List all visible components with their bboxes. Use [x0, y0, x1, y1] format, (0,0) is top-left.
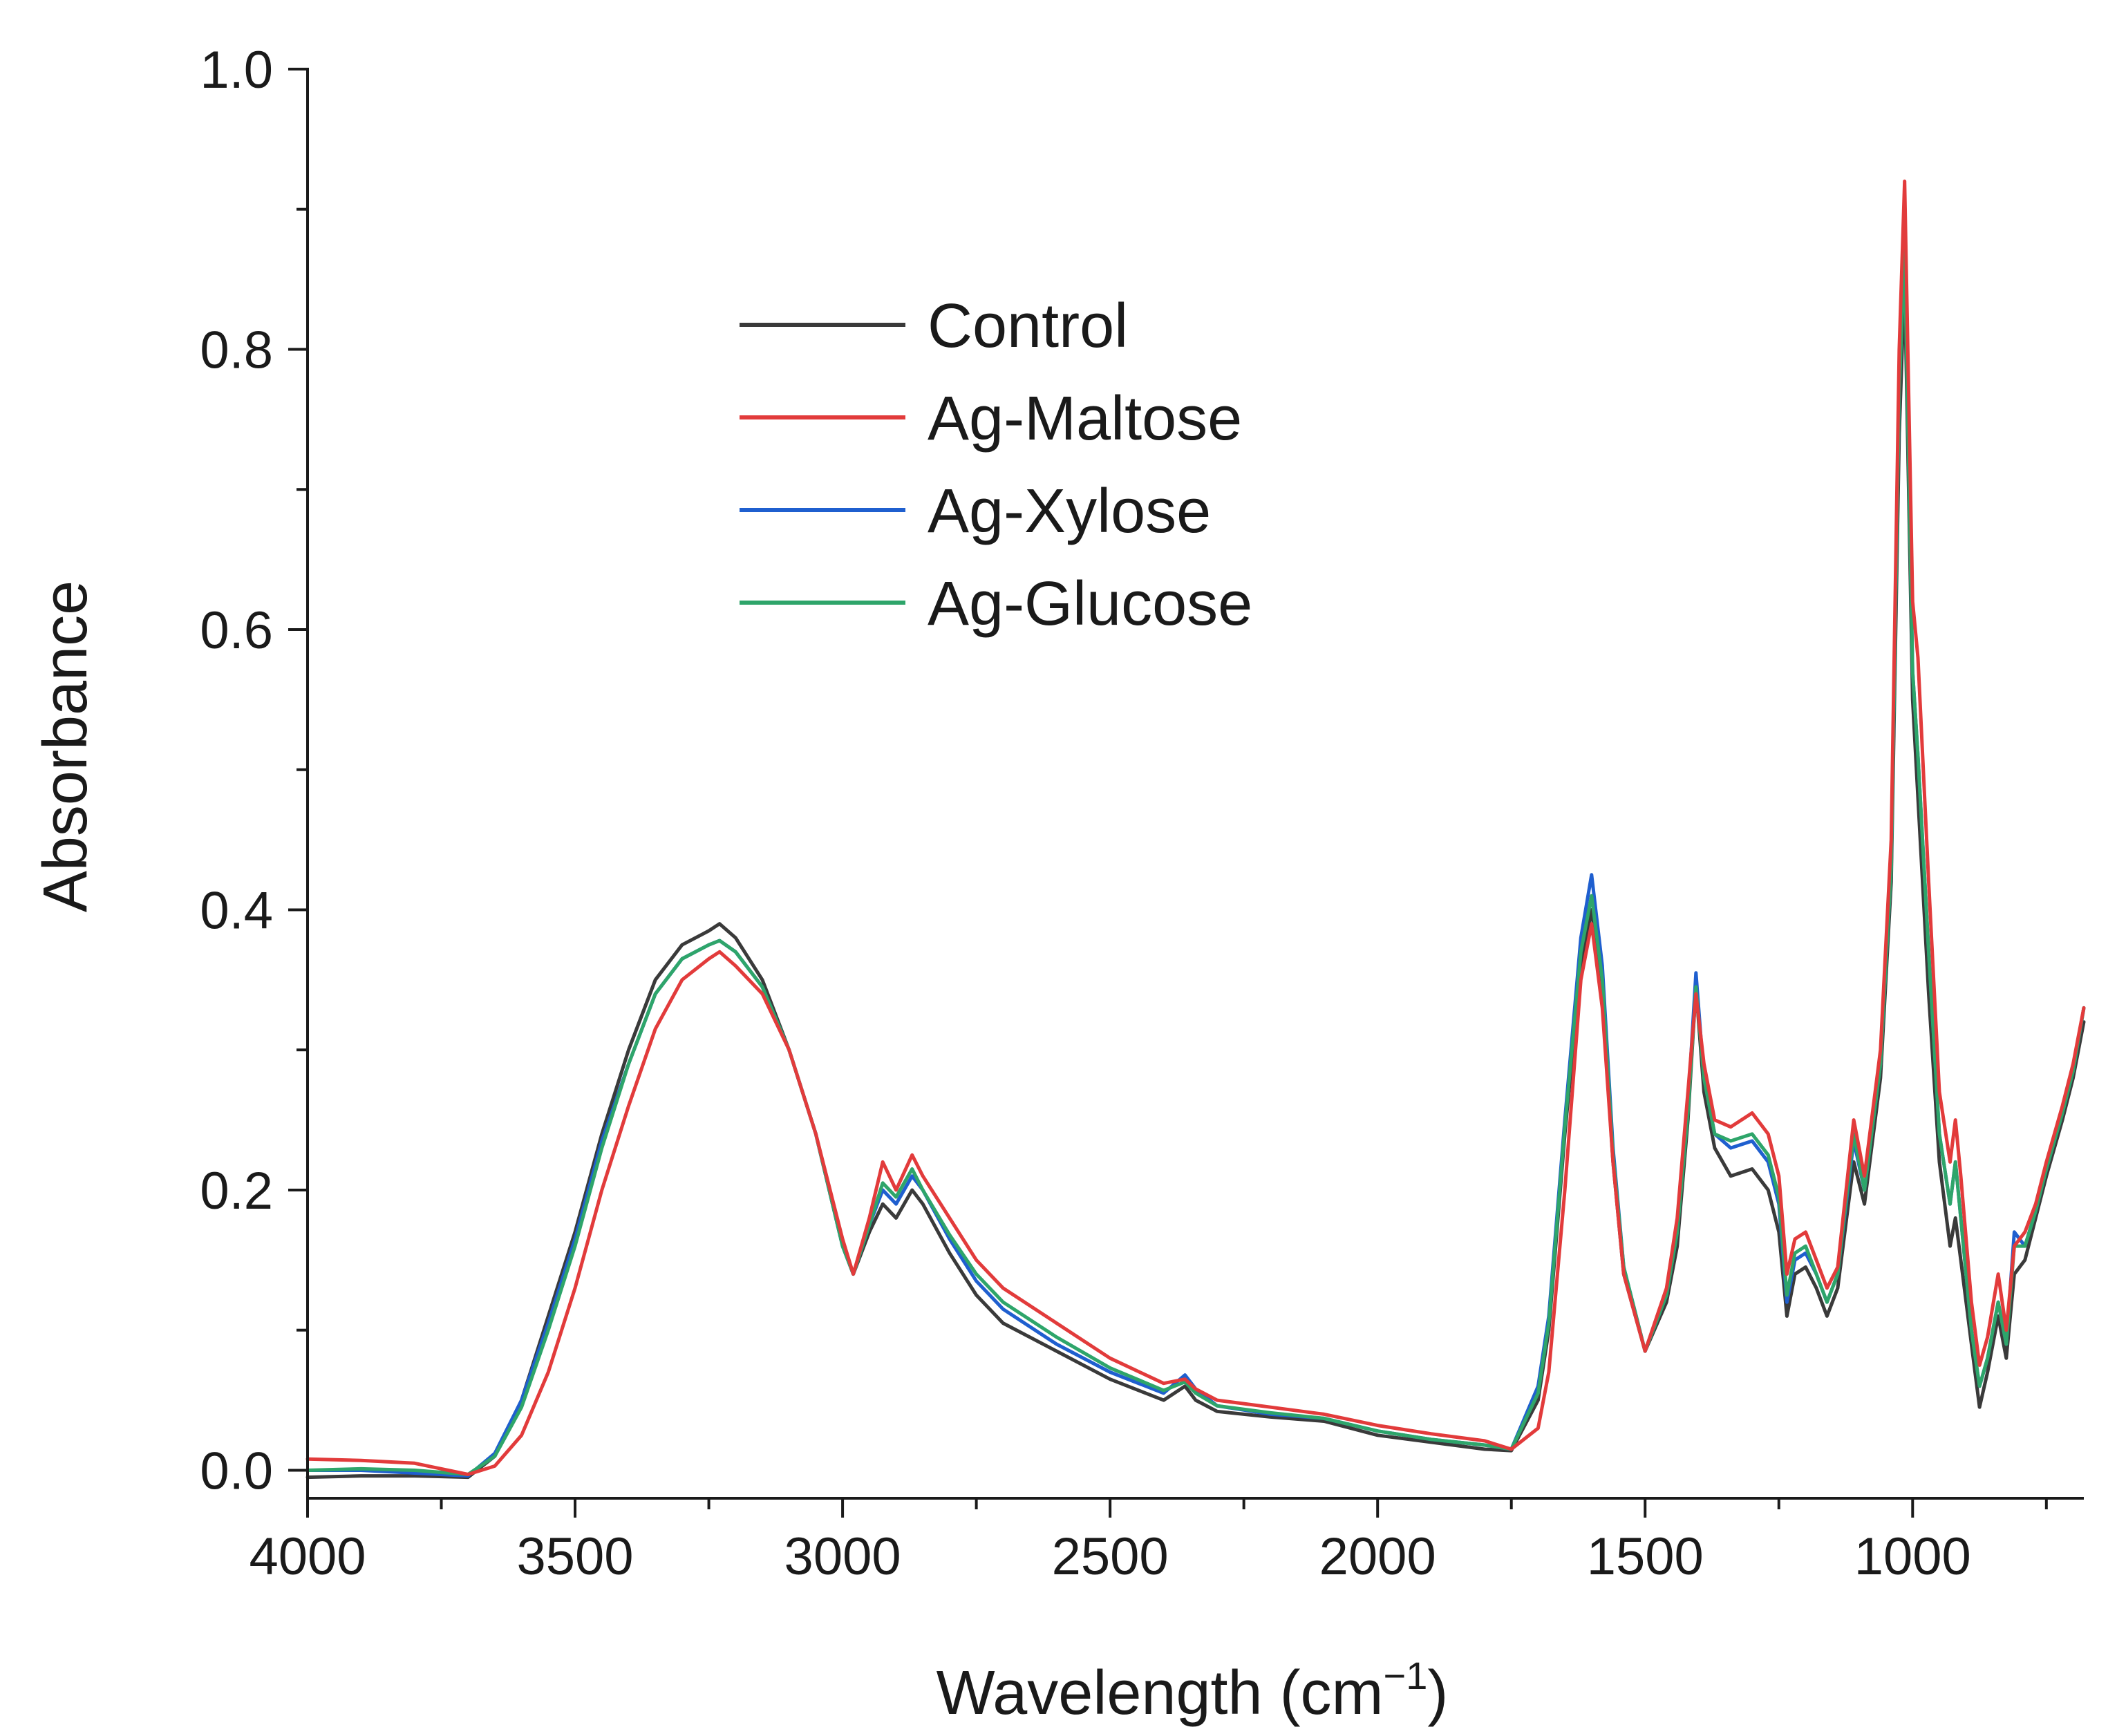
- legend-label-ag-maltose: Ag-Maltose: [928, 384, 1242, 453]
- x-tick-label: 1000: [1854, 1527, 1971, 1586]
- y-tick-label: 1.0: [200, 41, 273, 100]
- x-tick-label: 3000: [784, 1527, 901, 1586]
- series-line-control: [305, 277, 2086, 1480]
- legend-label-control: Control: [928, 292, 1128, 361]
- y-tick-label: 0.2: [200, 1162, 273, 1220]
- x-tick-label: 1500: [1587, 1527, 1704, 1586]
- axes: [306, 68, 2084, 1500]
- x-tick-label: 2000: [1319, 1527, 1436, 1586]
- legend: Control Ag-Maltose Ag-Xylose Ag-Glucose: [740, 292, 1252, 639]
- legend-label-ag-glucose: Ag-Glucose: [928, 569, 1252, 639]
- x-axis-title-main: Wavelength (cm: [937, 1659, 1384, 1728]
- x-tick-label: 2500: [1052, 1527, 1169, 1586]
- y-tick-label: 0.0: [200, 1442, 273, 1500]
- y-axis-ticks: 0.0 0.2 0.4 0.6 0.8 1.0: [200, 41, 308, 1500]
- series-line-ag-glucose: [305, 249, 2086, 1476]
- x-axis-ticks: 4000 3500 3000 2500 2000 1500 1000: [249, 1498, 2048, 1586]
- x-tick-label: 3500: [517, 1527, 634, 1586]
- y-tick-label: 0.6: [200, 601, 273, 660]
- x-axis-title: Wavelength (cm−1): [937, 1654, 1449, 1728]
- legend-label-ag-xylose: Ag-Xylose: [928, 477, 1211, 546]
- y-tick-label: 0.8: [200, 321, 273, 379]
- plot-lines: [305, 179, 2086, 1480]
- x-axis-title-suffix: ): [1427, 1659, 1448, 1728]
- series-line-ag-maltose: [305, 179, 2086, 1476]
- x-axis-title-superscript: −1: [1384, 1654, 1428, 1697]
- x-tick-label: 4000: [249, 1527, 366, 1586]
- y-axis-title: Absorbance: [31, 581, 100, 912]
- y-tick-label: 0.4: [200, 881, 273, 940]
